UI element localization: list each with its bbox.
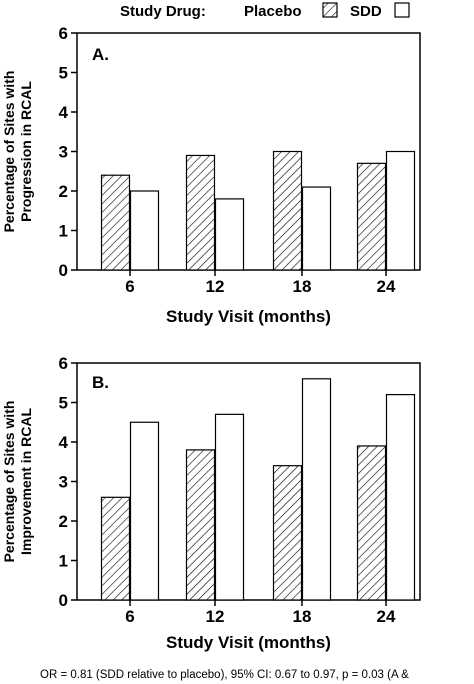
x-axis-title-a: Study Visit (months) <box>166 307 331 326</box>
bar-placebo-b <box>356 445 387 601</box>
x-tick-label-b: 12 <box>206 607 225 626</box>
y-tick-label-a: 1 <box>59 222 68 241</box>
y-tick-label-b: 3 <box>59 473 68 492</box>
y-axis-title-b: Improvement in RCAL <box>18 408 34 555</box>
legend-swatch-placebo <box>322 2 338 18</box>
legend-swatch-sdd <box>394 2 410 18</box>
bar-sdd-b <box>385 394 416 601</box>
bar-placebo-a <box>185 154 216 271</box>
y-tick-label-b: 5 <box>59 394 68 413</box>
x-tick-label-b: 18 <box>293 607 312 626</box>
x-tick-label-b: 24 <box>377 607 396 626</box>
legend-title: Study Drug: <box>120 3 206 20</box>
bar-placebo-b <box>185 449 216 601</box>
bar-placebo-b <box>272 465 303 601</box>
y-tick-label-b: 0 <box>59 591 68 610</box>
y-tick-label-a: 5 <box>59 64 68 83</box>
y-tick-label-a: 4 <box>59 103 69 122</box>
x-tick-label-a: 24 <box>377 277 396 296</box>
bar-placebo-b <box>100 496 131 601</box>
y-tick-label-a: 0 <box>59 261 68 280</box>
y-tick-label-b: 4 <box>59 433 69 452</box>
legend-label-placebo: Placebo <box>244 3 302 20</box>
bar-sdd-b <box>129 421 160 601</box>
x-axis-title-b: Study Visit (months) <box>166 633 331 652</box>
bar-sdd-a <box>129 190 160 271</box>
y-axis-title-a: Percentage of Sites with <box>1 71 17 233</box>
bar-sdd-b <box>214 413 245 601</box>
bar-placebo-a <box>100 174 131 271</box>
panel-label-a: A. <box>92 45 109 64</box>
x-tick-label-a: 6 <box>125 277 134 296</box>
y-tick-label-a: 2 <box>59 182 68 201</box>
bar-placebo-a <box>356 162 387 271</box>
panel-label-b: B. <box>92 373 109 392</box>
y-tick-label-a: 3 <box>59 143 68 162</box>
bar-sdd-b <box>301 378 332 601</box>
bar-placebo-a <box>272 150 303 271</box>
footnote: OR = 0.81 (SDD relative to placebo), 95%… <box>40 669 409 681</box>
y-axis-title-b: Percentage of Sites with <box>1 401 17 563</box>
y-tick-label-b: 1 <box>59 552 68 571</box>
y-tick-label-b: 2 <box>59 512 68 531</box>
legend: Study Drug: Placebo SDD <box>120 2 410 20</box>
bar-sdd-a <box>214 198 245 271</box>
legend-label-sdd: SDD <box>350 3 382 20</box>
y-tick-label-a: 6 <box>59 24 68 43</box>
y-axis-title-a: Progression in RCAL <box>18 81 34 222</box>
bar-sdd-a <box>301 186 332 271</box>
x-tick-label-a: 12 <box>206 277 225 296</box>
x-tick-label-a: 18 <box>293 277 312 296</box>
y-tick-label-b: 6 <box>59 354 68 373</box>
bar-sdd-a <box>385 150 416 271</box>
x-tick-label-b: 6 <box>125 607 134 626</box>
